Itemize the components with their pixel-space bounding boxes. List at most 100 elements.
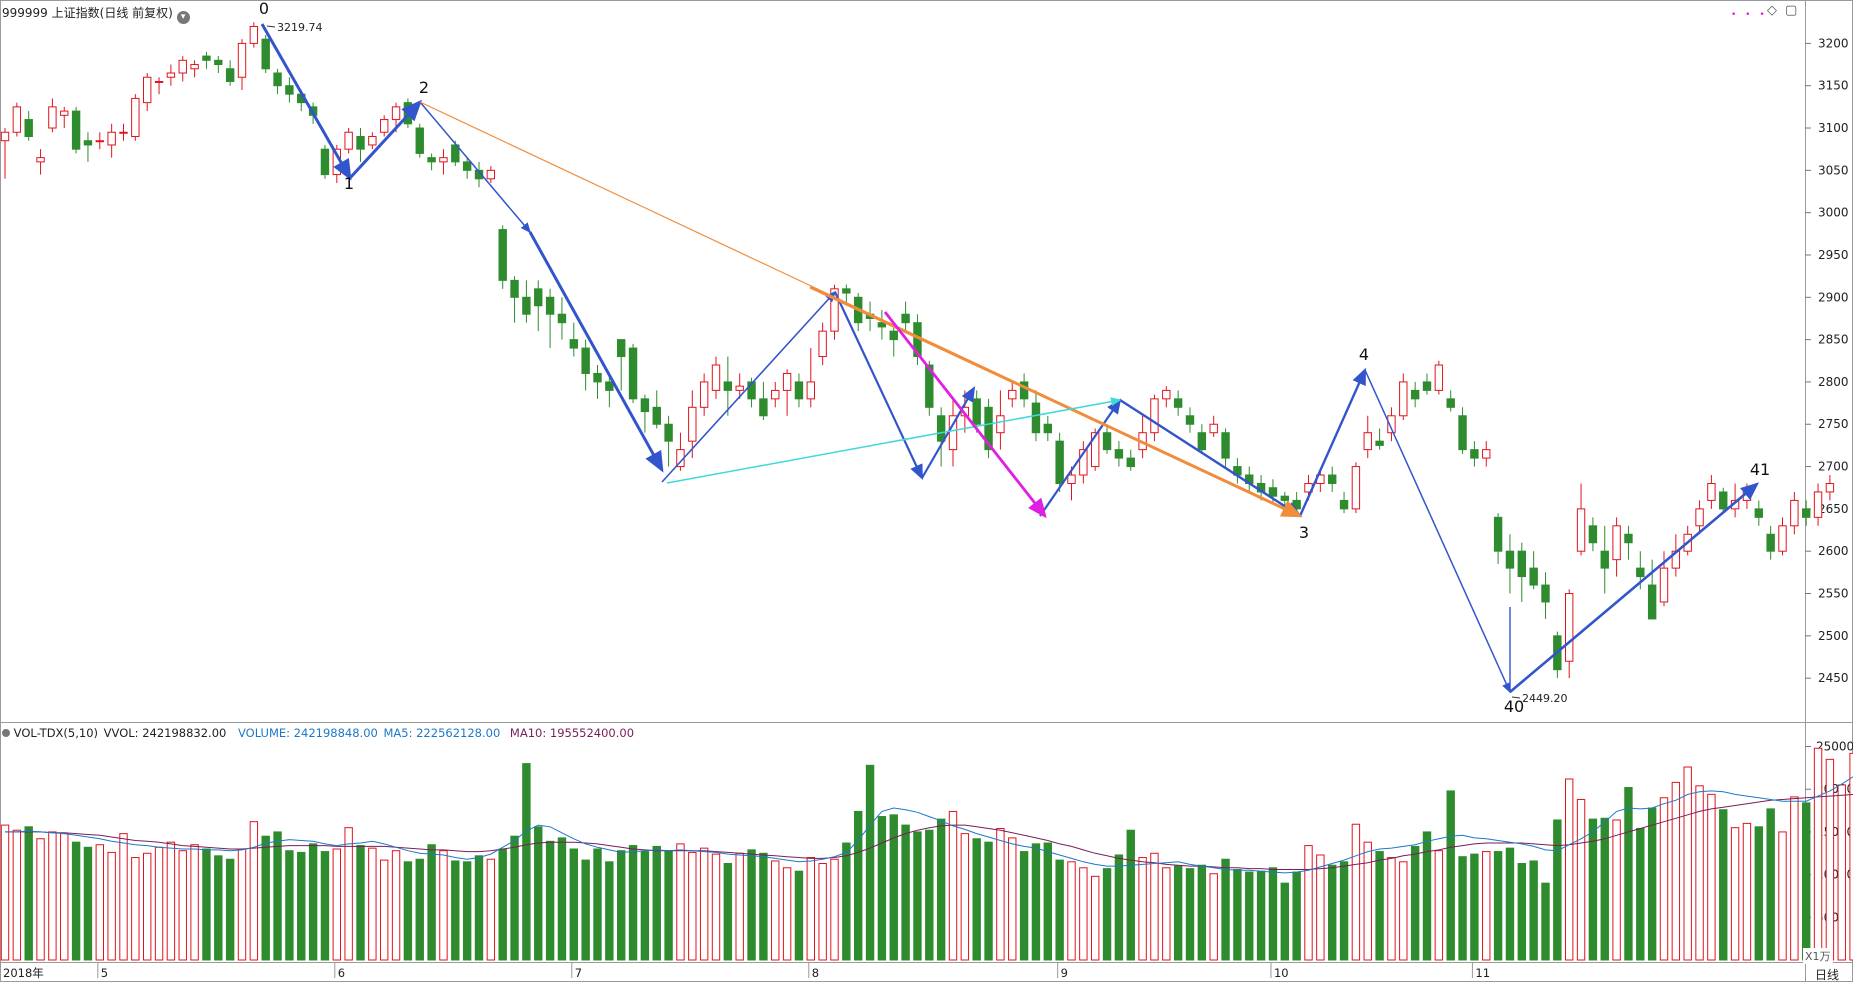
- indicator-menu-icon[interactable]: [2, 729, 10, 737]
- volume-bar: [640, 851, 650, 961]
- wave-segment: [528, 231, 664, 473]
- volume-bar: [1399, 861, 1408, 961]
- volume-bar: [1245, 871, 1254, 961]
- price-tick-label: 3000: [1818, 206, 1849, 220]
- candle: [1505, 550, 1515, 569]
- candle: [60, 110, 69, 116]
- candle: [1173, 398, 1183, 408]
- wave-segment: [348, 99, 423, 180]
- volume-bar: [1754, 826, 1763, 961]
- volume-bar: [1102, 868, 1112, 961]
- volume-bar: [1813, 747, 1823, 961]
- period-label[interactable]: 日线: [1815, 968, 1840, 982]
- candle: [688, 406, 697, 442]
- candle: [1446, 398, 1455, 408]
- date-tick-label: 11: [1475, 966, 1490, 980]
- window-icon[interactable]: ▢: [1785, 3, 1798, 18]
- volume-bar: [1730, 827, 1740, 961]
- volume-bar: [960, 833, 970, 961]
- price-tick-label: 3150: [1818, 79, 1849, 93]
- volume-bar: [913, 831, 922, 961]
- volume-bar: [688, 851, 697, 961]
- volume-bar: [617, 850, 626, 961]
- diamond-icon[interactable]: ◇: [1767, 3, 1777, 18]
- volume-bar: [628, 845, 638, 961]
- candle: [1565, 593, 1574, 662]
- candle: [427, 157, 436, 163]
- candle: [1268, 487, 1278, 497]
- candle: [1707, 482, 1716, 501]
- candle: [415, 127, 424, 154]
- volume-bar: [865, 764, 875, 961]
- date-tick-label: 8: [812, 966, 819, 980]
- candle: [119, 131, 128, 134]
- volume-bar: [214, 855, 223, 961]
- volume-bar: [1221, 858, 1230, 961]
- volume-bar: [1031, 843, 1041, 961]
- volume-bar: [415, 858, 424, 961]
- volume-bar: [1304, 845, 1313, 961]
- price-tick-label: 2500: [1818, 629, 1849, 643]
- wave-segment: [661, 290, 837, 483]
- price-axis: 2450 2500 2550 2600 2650 2700 2750 2800 2850 2900…: [1805, 36, 1849, 685]
- volume-bar: [972, 838, 981, 961]
- candle: [1150, 398, 1159, 434]
- date-tick-label: 6: [338, 966, 345, 980]
- candle: [1802, 508, 1811, 518]
- volume-bar: [877, 816, 887, 961]
- wave-lines: [260, 23, 1759, 694]
- candle: [984, 406, 993, 451]
- candle: [1375, 440, 1384, 446]
- volume-bar: [1778, 831, 1787, 961]
- candle: [95, 140, 104, 143]
- volume-bar: [771, 860, 780, 961]
- volume-bar: [474, 855, 484, 961]
- volume-bar: [439, 850, 448, 961]
- candle: [830, 288, 839, 332]
- candle: [1576, 508, 1586, 552]
- volume-bar: [107, 851, 116, 961]
- price-label-pointer: [266, 25, 276, 28]
- volume-bar: [1209, 873, 1218, 961]
- volume-bar: [95, 844, 104, 961]
- price-tick-label: 2650: [1818, 502, 1849, 516]
- more-dots-icon[interactable]: • • •: [1731, 10, 1768, 20]
- candle: [1434, 364, 1444, 391]
- volume-bar: [818, 863, 827, 961]
- volume-bar: [143, 852, 152, 961]
- volume-bar: [1600, 817, 1609, 961]
- candlestick-series: [0, 22, 1835, 679]
- candle: [664, 423, 673, 442]
- price-tick-label: 2850: [1818, 333, 1849, 347]
- volume-bar: [391, 850, 401, 961]
- candle: [593, 372, 602, 383]
- date-tick-label: 9: [1061, 966, 1068, 980]
- price-tick-label: 2700: [1818, 460, 1849, 474]
- volume-bar: [936, 818, 946, 961]
- volume-value: VOLUME: 242198848.00: [238, 726, 378, 740]
- candle: [1162, 389, 1171, 400]
- volume-bar: [462, 861, 472, 961]
- candle: [320, 148, 330, 176]
- volume-bar: [308, 843, 318, 961]
- volume-bar: [1316, 854, 1325, 961]
- volume-bar: [782, 867, 792, 961]
- ma5-value: MA5: 222562128.00: [383, 726, 501, 740]
- candle: [842, 288, 851, 294]
- extreme-price-label: 3219.74: [277, 21, 323, 34]
- candle: [439, 157, 448, 163]
- candle: [225, 68, 235, 82]
- volume-bar: [285, 850, 294, 961]
- volume-bar: [1695, 785, 1704, 961]
- volume-bar: [1339, 861, 1349, 961]
- candle: [1790, 499, 1799, 527]
- candle: [534, 288, 543, 307]
- volume-bar: [948, 810, 958, 961]
- volume-bar: [403, 861, 413, 961]
- volume-bar: [48, 831, 57, 961]
- date-tick-label: 10: [1274, 966, 1289, 980]
- volume-bar: [1849, 752, 1853, 961]
- volume-bar: [297, 851, 306, 961]
- chevron-down-icon[interactable]: ▾: [176, 11, 190, 24]
- vol-indicator-name: VOL-TDX(5,10): [13, 726, 99, 740]
